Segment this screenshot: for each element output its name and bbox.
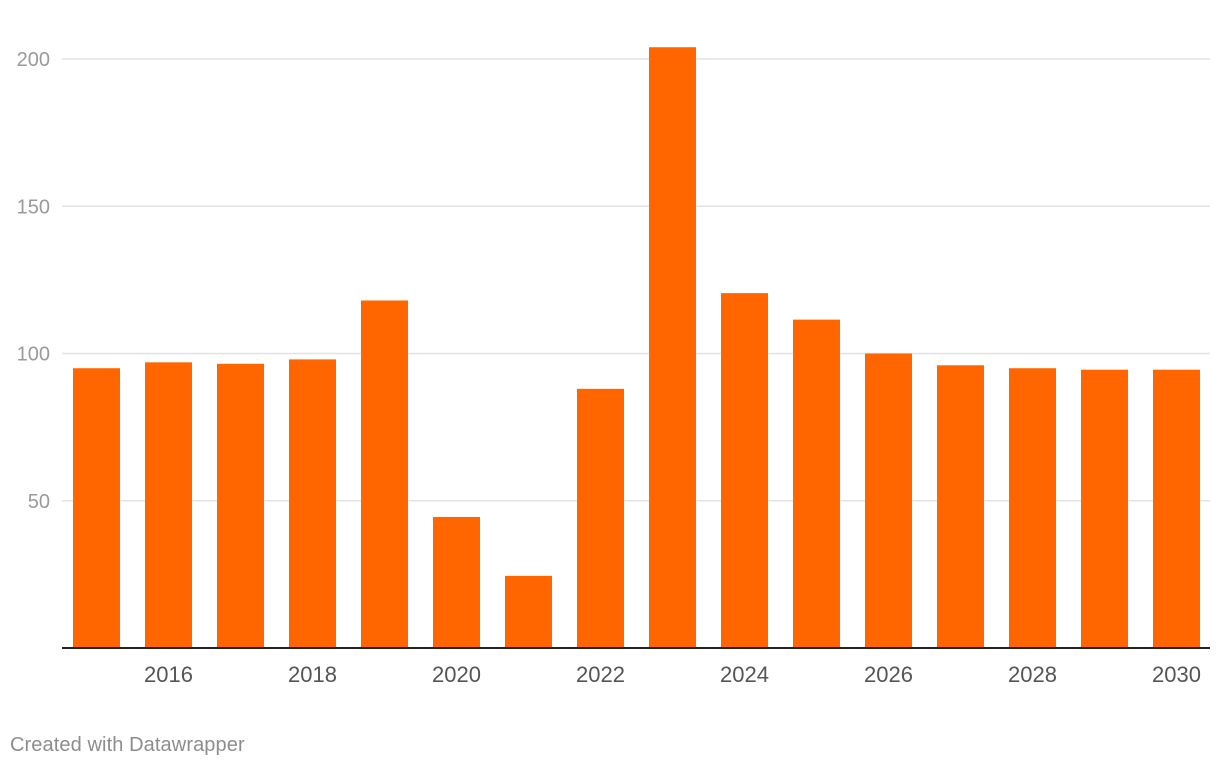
x-tick-label-2022: 2022	[576, 662, 625, 687]
x-tick-label-2024: 2024	[720, 662, 769, 687]
bar-2016	[145, 362, 192, 648]
y-tick-label: 100	[17, 344, 50, 366]
y-tick-label: 150	[17, 196, 50, 218]
x-tick-label-2030: 2030	[1152, 662, 1201, 687]
bar-2030	[1153, 369, 1200, 648]
bar-2028	[1009, 368, 1056, 648]
bar-2023	[649, 47, 696, 649]
x-tick-label-2026: 2026	[864, 662, 913, 687]
bar-2017	[217, 363, 264, 648]
bar-2015	[73, 368, 120, 648]
bars	[73, 47, 1200, 649]
x-axis-ticks: 2016 2018 2020 2022 2024 2026 2028 2030	[144, 662, 1201, 687]
y-axis-ticks: 50 100 150 200	[17, 49, 50, 513]
bar-2021	[505, 575, 552, 648]
bar-2024	[721, 293, 768, 648]
y-tick-label: 200	[17, 49, 50, 71]
bar-2029	[1081, 369, 1128, 648]
x-tick-label-2028: 2028	[1008, 662, 1057, 687]
footer-credit: Created with Datawrapper	[10, 734, 245, 756]
bar-2020	[433, 516, 480, 648]
bar-2026	[865, 353, 912, 648]
x-tick-label-2020: 2020	[432, 662, 481, 687]
bar-2025	[793, 319, 840, 648]
bar-2019	[361, 300, 408, 648]
bar-2018	[289, 359, 336, 648]
y-tick-label: 50	[28, 491, 50, 513]
x-tick-label-2018: 2018	[288, 662, 337, 687]
bar-2027	[937, 365, 984, 648]
x-tick-label-2016: 2016	[144, 662, 193, 687]
bar-2022	[577, 388, 624, 648]
